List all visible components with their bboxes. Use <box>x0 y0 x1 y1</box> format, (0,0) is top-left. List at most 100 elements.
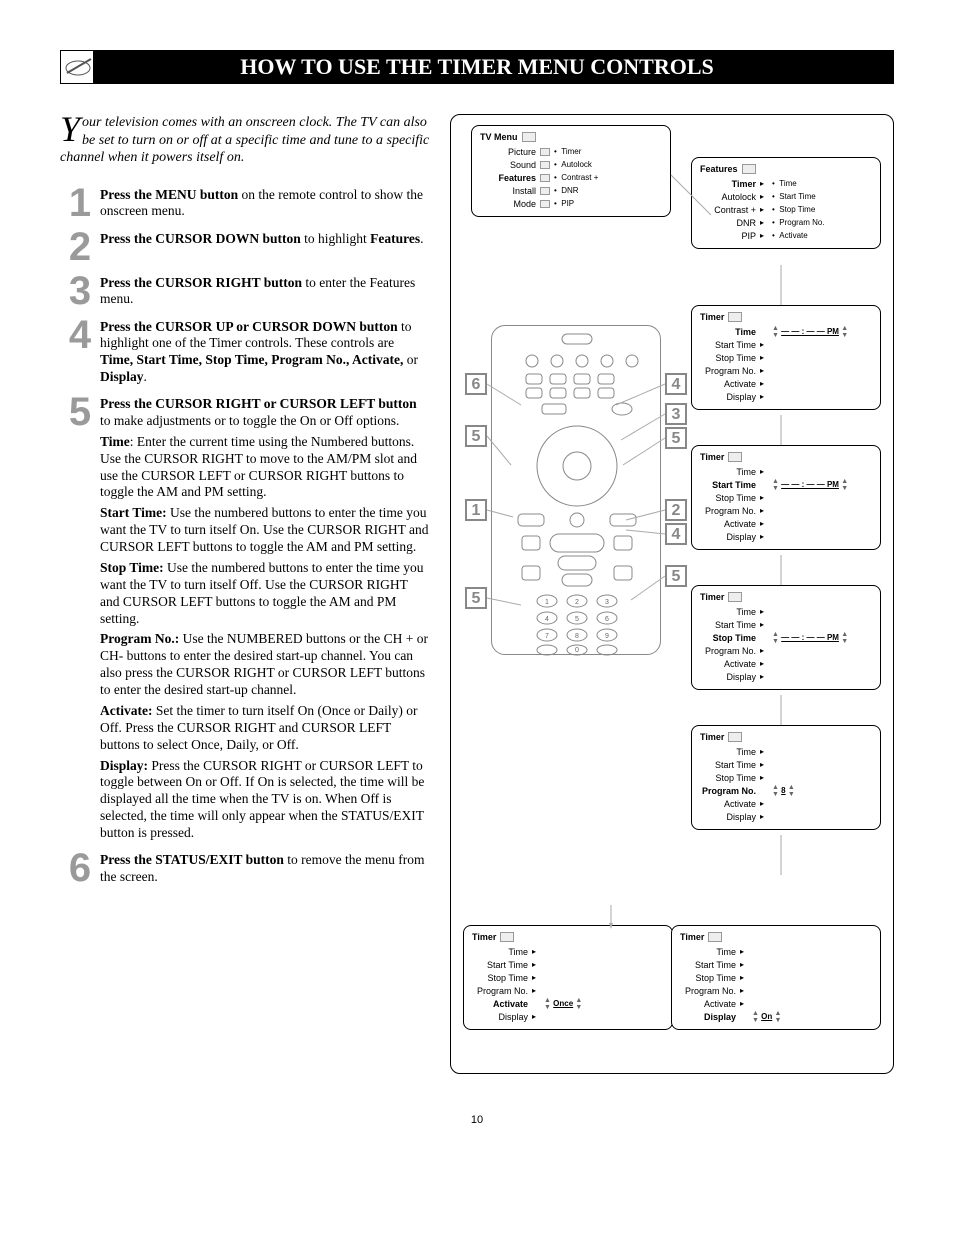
page-title: HOW TO USE THE TIMER MENU CONTROLS <box>240 54 714 79</box>
tv-menu-row: Features• Contrast + <box>480 171 662 184</box>
timer-row: Start Time▸ <box>700 338 872 351</box>
timer-header: Timer <box>680 932 872 942</box>
timer-header: Timer <box>700 592 872 602</box>
svg-text:9: 9 <box>605 633 609 640</box>
svg-text:0: 0 <box>575 647 579 654</box>
timer-row: Stop Time▸ <box>700 351 872 364</box>
timer-row: Program No.▸ <box>700 364 872 377</box>
dropcap: Y <box>60 114 82 145</box>
tv-menu-row: Install• DNR <box>480 184 662 197</box>
intro-text: our television comes with an onscreen cl… <box>60 115 429 165</box>
tv-menu-row: Mode• PIP <box>480 197 662 210</box>
features-row: Contrast +▸• Stop Time <box>700 203 872 216</box>
features-panel: Features Timer▸• TimeAutolock▸• Start Ti… <box>691 157 881 249</box>
timer-row: Stop Time▸ <box>472 971 664 984</box>
svg-text:2: 2 <box>575 599 579 606</box>
step-1: 1Press the MENU button on the remote con… <box>60 185 430 221</box>
timer-row: Activate▲▼ Once ▲▼ <box>472 997 664 1010</box>
step-number: 5 <box>60 394 100 842</box>
timer-row: Start Time▲▼ — — : — — PM ▲▼ <box>700 478 872 491</box>
svg-text:3: 3 <box>605 599 609 606</box>
timer-panel: Timer Time▸Start Time▸Stop Time▲▼ — — : —… <box>691 585 881 690</box>
timer-row: Time▸ <box>472 945 664 958</box>
timer-row: Time▸ <box>700 605 872 618</box>
timer-row: Stop Time▲▼ — — : — — PM ▲▼ <box>700 631 872 644</box>
timer-header: Timer <box>700 452 872 462</box>
timer-row: Activate▸ <box>700 797 872 810</box>
step-number: 6 <box>60 850 100 886</box>
step-4: 4Press the CURSOR UP or CURSOR DOWN butt… <box>60 317 430 387</box>
step-number: 2 <box>60 229 100 265</box>
intro-paragraph: Your television comes with an onscreen c… <box>60 114 430 167</box>
timer-panel: TimerTime▸Start Time▸Stop Time▸Program N… <box>691 725 881 830</box>
timer-row: Stop Time▸ <box>680 971 872 984</box>
step-3: 3Press the CURSOR RIGHT button to enter … <box>60 273 430 309</box>
timer-header: Timer <box>700 312 872 322</box>
timer-row: Display▸ <box>700 810 872 823</box>
callout-6: 6 <box>465 373 487 395</box>
timer-row: Time▲▼ — — : — — PM ▲▼ <box>700 325 872 338</box>
diagram-frame: TV Menu Picture• TimerSound• AutolockFea… <box>450 114 894 1074</box>
timer-row: Time▸ <box>700 745 872 758</box>
timer-panel: TimerTime▸Start Time▸Stop Time▸Program N… <box>671 925 881 1030</box>
timer-row: Program No.▸ <box>700 644 872 657</box>
step-sub: Activate: Set the timer to turn itself O… <box>100 703 430 754</box>
step-body: Press the CURSOR RIGHT button to enter t… <box>100 273 430 309</box>
note-icon <box>60 50 94 84</box>
tv-menu-panel: TV Menu Picture• TimerSound• AutolockFea… <box>471 125 671 217</box>
step-number: 4 <box>60 317 100 387</box>
callout-3: 3 <box>665 403 687 425</box>
callout-5c: 5 <box>665 565 687 587</box>
callout-5d: 5 <box>465 587 487 609</box>
timer-header: Timer <box>472 932 664 942</box>
features-row: DNR▸• Program No. <box>700 216 872 229</box>
step-body: Press the MENU button on the remote cont… <box>100 185 430 221</box>
diagram-column: TV Menu Picture• TimerSound• AutolockFea… <box>450 114 894 1074</box>
timer-row: Display▲▼ On ▲▼ <box>680 1010 872 1023</box>
timer-row: Time▸ <box>680 945 872 958</box>
title-bar: HOW TO USE THE TIMER MENU CONTROLS <box>60 50 894 84</box>
timer-row: Stop Time▸ <box>700 771 872 784</box>
timer-row: Activate▸ <box>700 517 872 530</box>
callout-1: 1 <box>465 499 487 521</box>
step-body: Press the CURSOR DOWN button to highligh… <box>100 229 424 265</box>
step-body: Press the CURSOR UP or CURSOR DOWN butto… <box>100 317 430 387</box>
remote-control: 1 2 3 4 5 6 7 8 9 0 <box>491 325 661 655</box>
timer-row: Program No.▸ <box>680 984 872 997</box>
timer-row: Start Time▸ <box>700 618 872 631</box>
svg-text:5: 5 <box>575 616 579 623</box>
callout-5b: 5 <box>465 425 487 447</box>
tv-menu-row: Sound• Autolock <box>480 158 662 171</box>
step-2: 2Press the CURSOR DOWN button to highlig… <box>60 229 430 265</box>
tv-icon <box>522 132 536 142</box>
timer-row: Display▸ <box>700 670 872 683</box>
timer-row: Program No.▲▼ 8 ▲▼ <box>700 784 872 797</box>
features-row: PIP▸• Activate <box>700 229 872 242</box>
callout-2: 2 <box>665 499 687 521</box>
timer-row: Start Time▸ <box>472 958 664 971</box>
step-sub: Start Time: Use the numbered buttons to … <box>100 505 430 556</box>
timer-row: Activate▸ <box>700 657 872 670</box>
svg-text:4: 4 <box>545 616 549 623</box>
callout-5: 5 <box>665 427 687 449</box>
timer-row: Time▸ <box>700 465 872 478</box>
timer-row: Activate▸ <box>700 377 872 390</box>
timer-panel: Timer Time▲▼ — — : — — PM ▲▼Start Time▸St… <box>691 305 881 410</box>
features-header: Features <box>700 164 738 174</box>
svg-text:1: 1 <box>545 599 549 606</box>
svg-text:6: 6 <box>605 616 609 623</box>
step-6: 6Press the STATUS/EXIT button to remove … <box>60 850 430 886</box>
features-row: Timer▸• Time <box>700 177 872 190</box>
step-sub: Program No.: Use the NUMBERED buttons or… <box>100 631 430 699</box>
tv-menu-header: TV Menu <box>480 132 518 142</box>
svg-text:8: 8 <box>575 633 579 640</box>
step-body: Press the CURSOR RIGHT or CURSOR LEFT bu… <box>100 394 430 842</box>
step-body: Press the STATUS/EXIT button to remove t… <box>100 850 430 886</box>
tv-menu-row: Picture• Timer <box>480 145 662 158</box>
svg-text:7: 7 <box>545 633 549 640</box>
timer-row: Program No.▸ <box>472 984 664 997</box>
step-number: 3 <box>60 273 100 309</box>
step-sub: Display: Press the CURSOR RIGHT or CURSO… <box>100 758 430 842</box>
step-sub: Time: Enter the current time using the N… <box>100 434 430 502</box>
timer-row: Start Time▸ <box>700 758 872 771</box>
